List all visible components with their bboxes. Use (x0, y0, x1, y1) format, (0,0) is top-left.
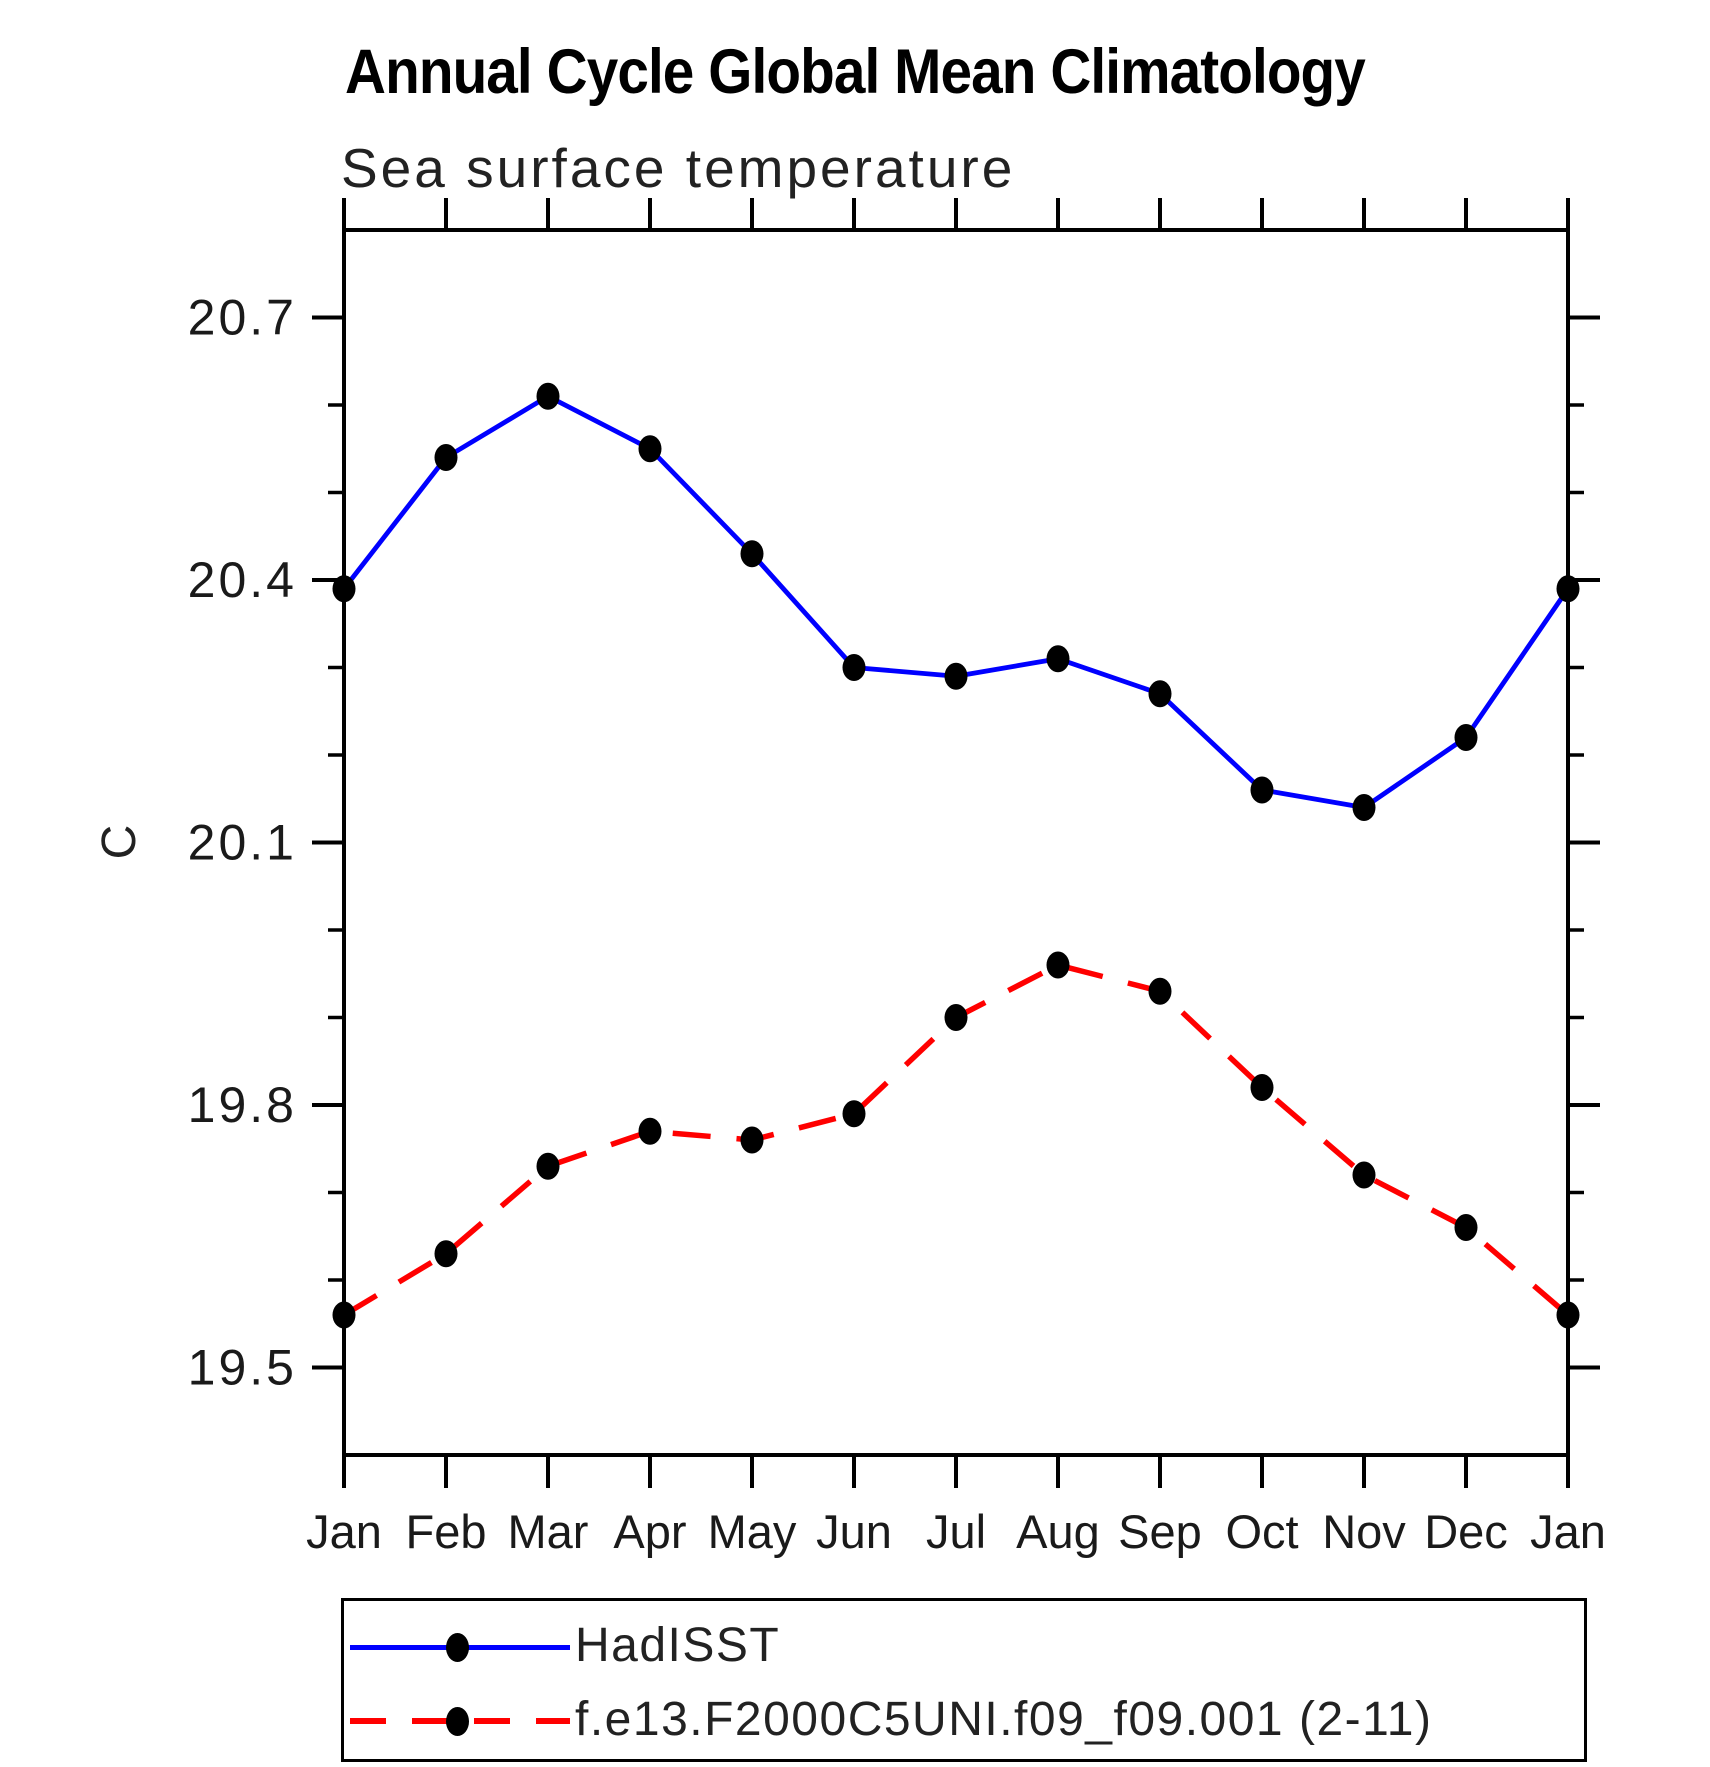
x-tick-label: Feb (406, 1505, 487, 1558)
data-point-hadisst-apr-3 (638, 435, 662, 463)
data-point-model-may-4 (740, 1126, 764, 1154)
data-point-hadisst-jan-0 (332, 575, 356, 603)
chart-subtitle: Sea surface temperature (341, 137, 1016, 199)
plot-frame (342, 228, 1570, 1457)
data-point-model-oct-9 (1250, 1074, 1274, 1101)
data-point-model-jun-5 (842, 1100, 866, 1128)
data-point-model-nov-10 (1352, 1161, 1376, 1189)
y-tick-label: 19.8 (188, 1077, 297, 1133)
data-point-hadisst-jan-12 (1556, 575, 1580, 603)
y-tick-label: 20.1 (188, 815, 297, 871)
x-tick-label: Aug (1016, 1505, 1100, 1558)
legend-marker-hadisst-icon (446, 1633, 469, 1662)
x-tick-label: Jan (306, 1505, 382, 1558)
data-point-hadisst-may-4 (740, 540, 764, 568)
x-tick-label: Jun (816, 1505, 892, 1558)
page-title: Annual Cycle Global Mean Climatology (345, 37, 1366, 107)
y-tick-label: 20.7 (188, 290, 297, 346)
legend-label-model: f.e13.F2000C5UNI.f09_f09.001 (2-11) (575, 1693, 1433, 1746)
y-axis-unit-label: C (93, 824, 146, 860)
data-point-model-sep-8 (1148, 977, 1172, 1005)
data-point-model-dec-11 (1454, 1214, 1478, 1241)
x-tick-label: Mar (508, 1505, 589, 1558)
data-point-model-aug-7 (1046, 951, 1070, 979)
x-tick-label: Jul (926, 1505, 986, 1558)
y-tick-label: 19.5 (188, 1340, 297, 1396)
data-point-model-mar-2 (536, 1152, 560, 1180)
data-point-hadisst-nov-10 (1352, 794, 1376, 821)
x-tick-label: Apr (613, 1505, 686, 1558)
x-tick-label: May (708, 1505, 797, 1558)
data-point-model-apr-3 (638, 1117, 662, 1145)
legend: HadISST f.e13.F2000C5UNI.f09_f09.001 (2-… (341, 1598, 1587, 1762)
data-point-model-jan-12 (1556, 1301, 1580, 1329)
data-point-hadisst-oct-9 (1250, 776, 1274, 804)
series-line-hadisst (342, 393, 1570, 810)
x-tick-label: Sep (1118, 1505, 1202, 1558)
x-tick-label: Jan (1530, 1505, 1606, 1558)
x-tick-label: Dec (1424, 1505, 1508, 1558)
data-point-hadisst-feb-1 (434, 444, 458, 471)
data-point-hadisst-mar-2 (536, 382, 560, 410)
data-point-model-feb-1 (434, 1240, 458, 1268)
data-point-hadisst-sep-8 (1148, 680, 1172, 708)
legend-label-hadisst: HadISST (575, 1619, 781, 1672)
x-tick-label: Oct (1225, 1505, 1298, 1558)
data-point-hadisst-dec-11 (1454, 724, 1478, 751)
data-point-hadisst-jul-6 (944, 662, 968, 690)
legend-marker-model-icon (446, 1707, 469, 1736)
x-tick-label: Nov (1322, 1505, 1406, 1558)
data-point-hadisst-jun-5 (842, 654, 866, 681)
y-tick-label: 20.4 (188, 552, 297, 608)
data-point-model-jan-0 (332, 1301, 356, 1329)
data-point-hadisst-aug-7 (1046, 645, 1070, 673)
data-point-model-jul-6 (944, 1004, 968, 1031)
